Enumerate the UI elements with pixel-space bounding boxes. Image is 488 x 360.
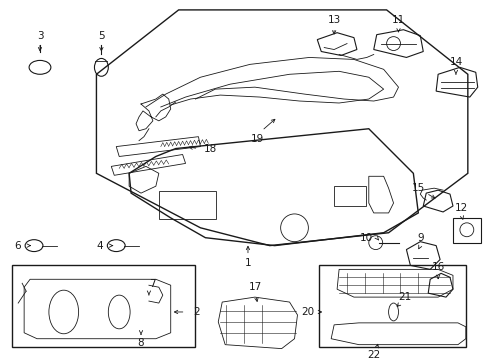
Text: 9: 9: [416, 233, 423, 243]
Text: 6: 6: [14, 240, 20, 251]
Text: 8: 8: [138, 338, 144, 348]
Text: 17: 17: [249, 282, 262, 292]
Text: 5: 5: [98, 31, 104, 41]
Text: 4: 4: [96, 240, 102, 251]
Text: 12: 12: [454, 203, 468, 213]
Bar: [319, 265, 465, 347]
Text: 11: 11: [391, 15, 404, 25]
Text: 14: 14: [448, 57, 462, 67]
Text: 1: 1: [244, 258, 251, 269]
Text: 21: 21: [397, 292, 410, 302]
Text: 10: 10: [360, 233, 373, 243]
Text: 18: 18: [203, 144, 217, 154]
Text: 7: 7: [149, 279, 156, 289]
Text: 16: 16: [430, 262, 444, 273]
Bar: [452, 218, 480, 243]
Text: 19: 19: [251, 134, 264, 144]
Bar: [333, 186, 365, 206]
Text: 13: 13: [327, 15, 340, 25]
Text: 2: 2: [193, 307, 200, 317]
Bar: [159, 191, 216, 219]
Text: 20: 20: [300, 307, 313, 317]
Text: 22: 22: [366, 350, 380, 360]
Text: 15: 15: [411, 183, 424, 193]
Text: 3: 3: [37, 31, 43, 41]
Bar: [12, 265, 195, 347]
